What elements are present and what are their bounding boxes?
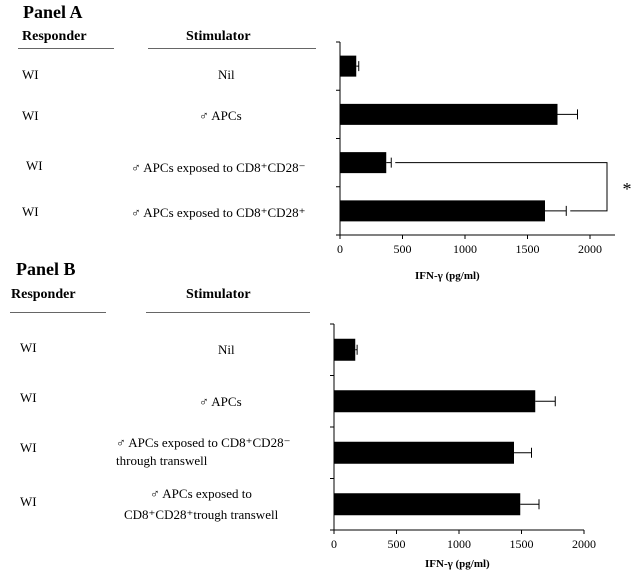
panel-a-bar-4 [340,200,545,222]
panel-a-responder-2: WI [22,108,39,123]
panel-b-responder-header: Responder [11,287,76,302]
panel-b-responder-rule [10,312,106,313]
panel-a-stimulator-2: ♂ APCs [199,108,242,123]
panel-b-stimulator-header: Stimulator [186,287,251,302]
panel-a-stimulator-header: Stimulator [186,29,251,44]
panel-a-x-axis-label: IFN-γ (pg/ml) [415,270,480,282]
panel-b-stimulator-rule [146,312,310,313]
panel-b-bar-3 [334,441,514,464]
panel-a-bar-1 [340,55,357,77]
panel-a-stimulator-rule [148,48,316,49]
panel-b-bar-1 [334,338,356,361]
panel-a-title: Panel A [23,2,83,22]
panel-b-bar-4 [334,493,521,516]
panel-b-stimulator-2: ♂ APCs [199,394,242,409]
panel-b-title: Panel B [16,259,76,279]
panel-b-x-tick-label-3: 1500 [510,537,534,551]
panel-b-stimulator-1: Nil [218,342,235,357]
panel-a-bar-2 [340,103,558,125]
panel-b-x-tick-label-0: 0 [331,537,337,551]
panel-b-responder-2: WI [20,390,37,405]
panel-b-x-axis-label: IFN-γ (pg/ml) [425,558,490,570]
panel-b-x-tick-label-4: 2000 [572,537,596,551]
panel-b-responder-3: WI [20,440,37,455]
panel-b-stimulator-4-line-2: CD8⁺CD28⁺trough transwell [124,507,279,522]
panel-a-x-tick-label-3: 1500 [516,242,540,256]
panel-b-responder-4: WI [20,494,37,509]
panel-b-responder-1: WI [20,340,37,355]
panel-a-responder-header: Responder [22,29,87,44]
panel-a-x-tick-label-2: 1000 [453,242,477,256]
panel-b-stimulator-3-line-1: ♂ APCs exposed to CD8⁺CD28⁻ [116,435,291,450]
panel-a-responder-1: WI [22,67,39,82]
panel-a-responder-rule [18,48,114,49]
panel-a-x-tick-label-1: 500 [394,242,412,256]
panel-a-stimulator-3: ♂ APCs exposed to CD8⁺CD28⁻ [131,160,306,175]
panel-a-chart: 0 500 1000 1500 2000 * [336,41,632,256]
panel-a-stimulator-4: ♂ APCs exposed to CD8⁺CD28⁺ [131,205,306,220]
panel-b-x-tick-label-2: 1000 [447,537,471,551]
panel-a-significance-marker: * [623,179,632,199]
panel-b-chart: 0 500 1000 1500 2000 [330,323,596,551]
panel-b-stimulator-4-line-1: ♂ APCs exposed to [150,486,252,501]
panel-a-significance-bracket [395,162,608,212]
panel-a-stimulator-1: Nil [218,67,235,82]
panel-b-bar-2 [334,390,536,413]
panel-a-x-tick-label-0: 0 [337,242,343,256]
panel-a-responder-4: WI [22,204,39,219]
panel-a-bar-3 [340,152,387,174]
panel-a-x-tick-label-4: 2000 [578,242,602,256]
panel-b-stimulator-3-line-2: through transwell [116,453,208,468]
panel-b-x-tick-label-1: 500 [388,537,406,551]
panel-a-responder-3: WI [26,158,43,173]
